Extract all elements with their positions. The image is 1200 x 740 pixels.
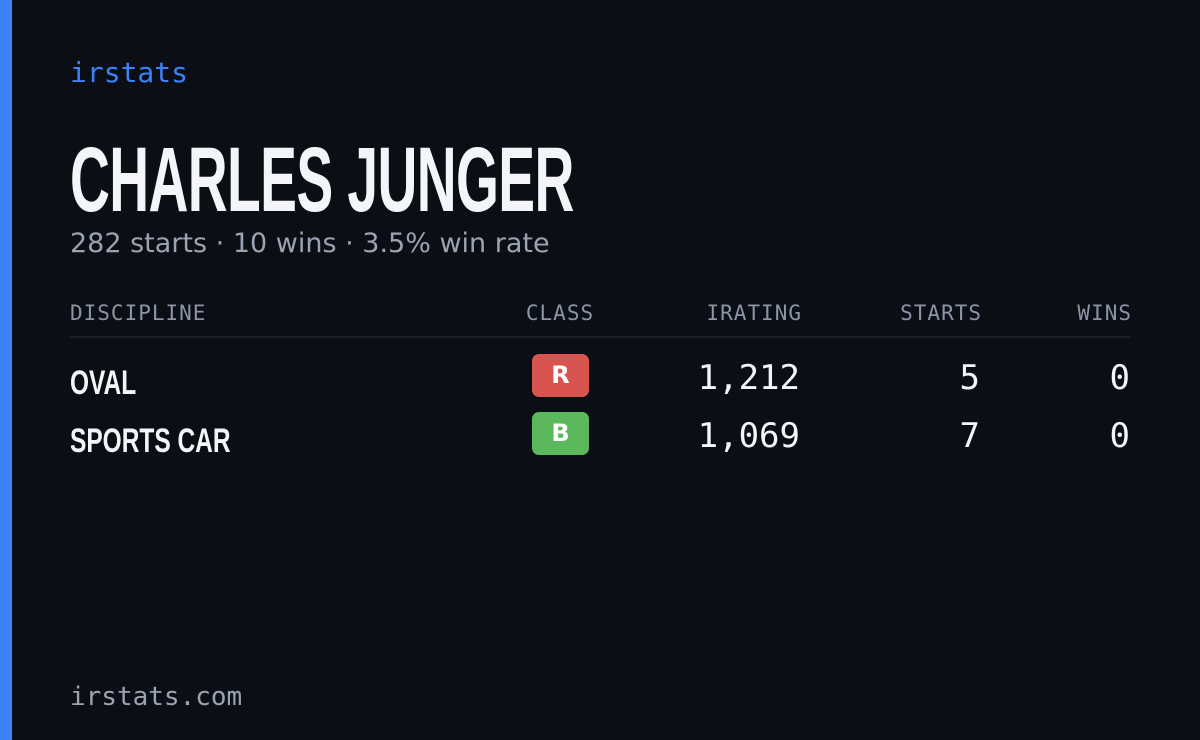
summary: 282 starts · 10 wins · 3.5% win rate bbox=[70, 228, 550, 259]
column-header: WINS bbox=[1077, 301, 1132, 325]
driver-name: CHARLES JUNGER bbox=[70, 129, 574, 231]
irating: 1,069 bbox=[697, 416, 800, 456]
starts: 7 bbox=[959, 416, 980, 456]
discipline: SPORTS CAR bbox=[70, 422, 231, 460]
discipline: OVAL bbox=[70, 364, 137, 402]
irating: 1,212 bbox=[697, 358, 800, 398]
starts: 5 bbox=[959, 358, 980, 398]
column-header: DISCIPLINE bbox=[70, 301, 207, 325]
class-badge: R bbox=[532, 354, 589, 397]
brand: irstats bbox=[70, 56, 189, 89]
wins: 0 bbox=[1109, 358, 1130, 398]
column-header: CLASS bbox=[525, 301, 595, 325]
class-badge: B bbox=[532, 412, 589, 455]
wins: 0 bbox=[1109, 416, 1130, 456]
column-header: STARTS bbox=[900, 301, 982, 325]
divider bbox=[70, 336, 1130, 338]
accent-bar bbox=[0, 0, 12, 740]
column-header: IRATING bbox=[706, 301, 802, 325]
footer-site: irstats.com bbox=[70, 682, 243, 712]
